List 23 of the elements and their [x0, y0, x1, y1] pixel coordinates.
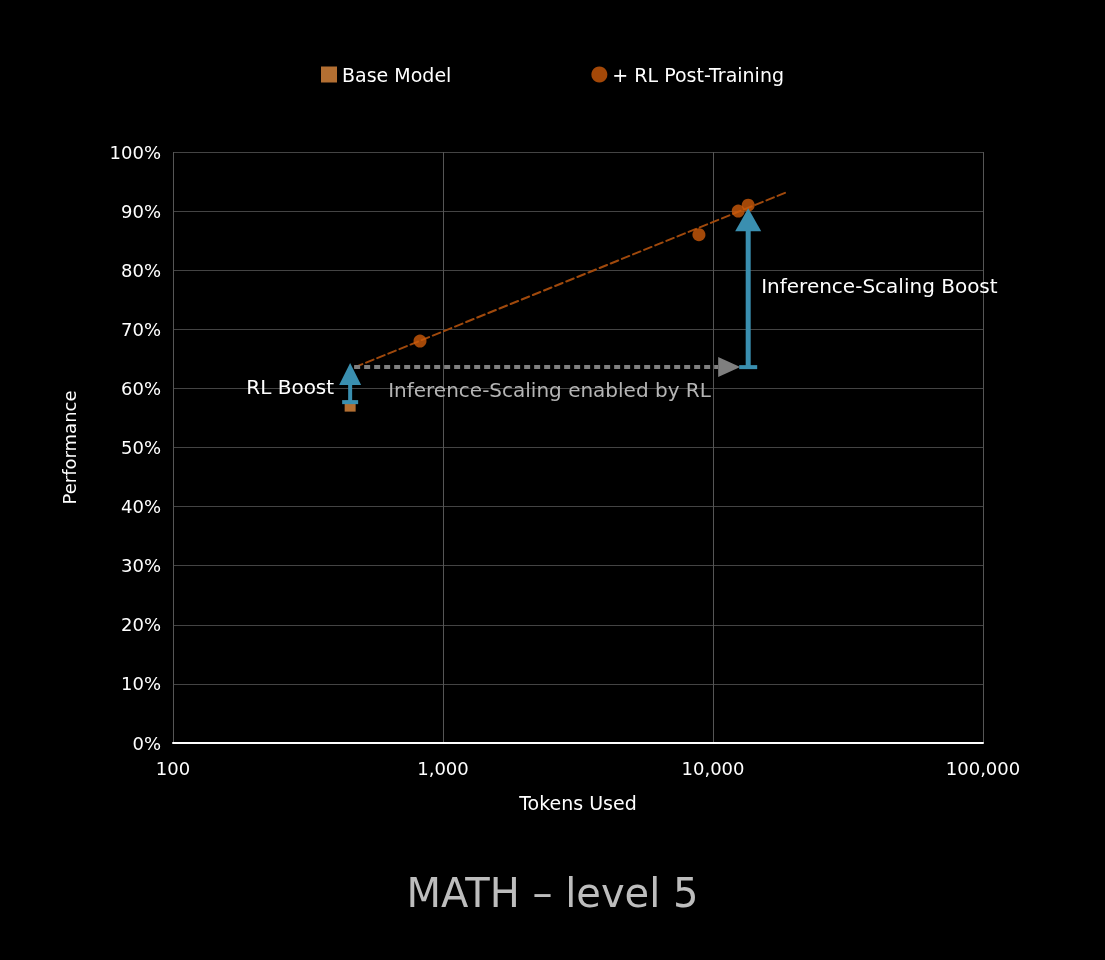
y-tick-label: 20%: [120, 614, 161, 636]
x-tick-label: 10,000: [681, 757, 745, 779]
annotation: Inference-Scaling enabled by RL: [388, 378, 712, 403]
y-tick-label: 70%: [120, 318, 161, 340]
legend-label: + RL Post-Training: [612, 63, 784, 86]
x-tick-label: 100,000: [945, 757, 1021, 779]
text: MATH – level 5: [406, 870, 699, 916]
y-tick-label: 60%: [120, 377, 161, 399]
x-tick-label: 100: [155, 757, 191, 779]
y-tick-label: 10%: [120, 673, 161, 695]
y-tick-label: 90%: [120, 200, 161, 222]
x-tick-label: 1,000: [417, 757, 469, 779]
y-tick-label: 30%: [120, 555, 161, 577]
y-tick-label: 50%: [120, 437, 161, 458]
y-tick-label: 80%: [120, 259, 161, 281]
y-tick-label: 100%: [109, 141, 161, 163]
x-axis-title: Tokens Used: [518, 791, 637, 814]
annotation: Inference-Scaling Boost: [761, 274, 998, 299]
annotation: RL Boost: [246, 374, 335, 399]
y-tick-label: 40%: [120, 496, 161, 518]
y-tick-label: 0%: [132, 732, 161, 754]
y-axis-title: Performance: [58, 390, 80, 505]
legend-label: Base Model: [342, 63, 452, 86]
